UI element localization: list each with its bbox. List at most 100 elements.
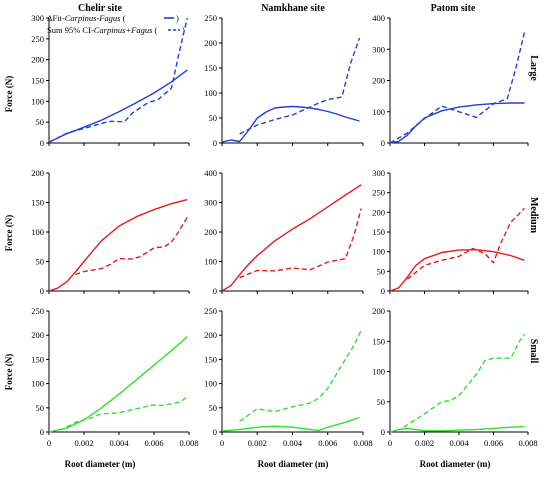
y-tick-label: 0 [381,286,385,296]
y-tick-label: 200 [31,330,44,340]
series-fit-chelir-small [48,336,188,433]
series-fit-namkhane-medium [221,184,362,292]
y-tick-label: 50 [36,117,45,127]
y-tick-label: 0 [213,286,217,296]
panel-patom-large: 0 100 200 300 400 [372,13,529,148]
y-tick-label: 200 [372,306,385,316]
legend-sum-close: ) [182,25,185,35]
y-tick-label: 100 [204,379,217,389]
y-tick-label: 150 [31,354,44,364]
y-tick-label: 400 [204,168,217,178]
x-tick-label: 0.006 [484,438,503,448]
y-tick-label: 0 [213,427,217,437]
series-sum-ci-chelir-large [48,17,188,143]
x-tick-label: 0.004 [283,438,303,448]
y-tick-label: 150 [204,63,217,73]
legend: ΔFit-Carpinus-Fagus ( ) Sum 95% CI-Carpi… [47,13,185,35]
x-tick-label: 0.004 [449,438,469,448]
series-sum-ci-namkhane-large [239,37,361,135]
legend-fit-close: ) [176,13,179,23]
series-sum-ci-chelir-small [66,396,188,428]
panel-namkhane-large: 0 50 100 150 200 250 [204,13,364,148]
panel-patom-small: 0 50 100 150 200 0 0.002 0.004 0.006 0.008 [372,306,537,448]
x-axis-label-chelir: Root diameter (m) [65,459,136,469]
y-tick-label: 250 [31,306,44,316]
size-label-small: Small [528,339,539,364]
legend-sum-label: Sum 95% CI-Carpinus+Fagus ( [47,25,158,35]
x-tick-label: 0.002 [415,438,434,448]
y-tick-label: 100 [372,107,385,117]
y-tick-label: 0 [40,138,44,148]
series-fit-namkhane-large [221,105,360,143]
y-tick-label: 200 [372,76,385,86]
panel-chelir-small: 0 50 100 150 200 250 0 0.002 0.004 0.006 0.008 [31,306,198,448]
y-tick-label: 0 [381,427,385,437]
panel-chelir-large: 0 50 100 150 200 250 300 [31,13,190,148]
y-tick-label: 200 [204,38,217,48]
site-title-namkhane: Namkhane site [261,3,325,14]
series-sum-ci-chelir-medium [75,216,188,276]
site-title-chelir: Chelir site [78,3,123,14]
y-tick-label: 250 [204,13,217,23]
y-tick-label: 250 [31,34,44,44]
series-fit-chelir-medium [48,198,188,292]
y-tick-label: 0 [40,286,44,296]
y-tick-label: 0 [381,138,385,148]
y-tick-label: 150 [31,76,44,86]
series-sum-ci-namkhane-medium [239,208,362,279]
y-tick-label: 200 [204,227,217,237]
y-tick-label: 50 [36,257,45,267]
y-tick-label: 150 [372,336,385,346]
size-label-medium: Medium [528,197,539,234]
legend-fit-label: ΔFit-Carpinus-Fagus ( [47,13,126,23]
y-tick-label: 100 [372,247,385,257]
y-tick-label: 50 [209,403,218,413]
y-tick-label: 300 [31,13,44,23]
y-tick-label: 50 [36,403,45,413]
series-fit-chelir-large [48,69,188,143]
x-tick-label: 0 [47,438,51,448]
y-tick-label: 250 [204,306,217,316]
y-tick-label: 300 [372,44,385,54]
panel-chelir-medium: 0 50 100 150 200 [31,168,190,296]
y-tick-label: 200 [372,207,385,217]
y-tick-label: 200 [31,55,44,65]
y-tick-label: 100 [31,96,44,106]
x-tick-label: 0.006 [318,438,337,448]
y-tick-label: 50 [209,113,218,123]
panels: 0 50 100 150 200 250 300 0 50 100 150 200 250 0 100 200… [31,13,537,448]
series-fit-namkhane-small [221,416,360,432]
series-fit-patom-small [389,425,525,433]
y-tick-label: 150 [204,354,217,364]
y-tick-label: 100 [204,88,217,98]
series-sum-ci-namkhane-small [239,330,362,422]
series-fit-patom-medium [389,248,525,292]
x-axis-label-patom: Root diameter (m) [420,459,491,469]
panel-namkhane-medium: 0 100 200 300 400 [204,168,364,296]
x-tick-label: 0.008 [353,438,372,448]
x-tick-label: 0.006 [144,438,163,448]
y-tick-label: 0 [40,427,44,437]
panel-patom-medium: 0 50 100 150 200 250 300 [372,168,529,296]
series-fit-patom-large [389,102,525,144]
y-axis-label-medium: Force (N) [4,215,14,252]
x-tick-label: 0.008 [179,438,198,448]
y-tick-label: 100 [204,257,217,267]
x-tick-label: 0 [388,438,392,448]
x-tick-label: 0.002 [74,438,93,448]
y-tick-label: 300 [372,168,385,178]
y-tick-label: 0 [213,138,217,148]
size-label-large: Large [528,55,539,81]
series-sum-ci-patom-large [389,31,526,144]
y-tick-label: 200 [31,168,44,178]
x-tick-label: 0.004 [109,438,129,448]
series-sum-ci-patom-medium [406,207,525,280]
y-tick-label: 100 [372,367,385,377]
series-sum-ci-patom-small [403,333,526,428]
y-tick-label: 50 [377,397,386,407]
y-tick-label: 250 [372,188,385,198]
y-tick-label: 150 [31,198,44,208]
y-tick-label: 100 [31,227,44,237]
y-tick-label: 300 [204,198,217,208]
